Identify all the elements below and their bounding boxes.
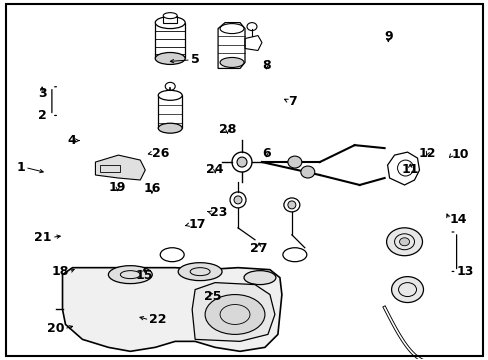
- Ellipse shape: [158, 123, 182, 133]
- Ellipse shape: [220, 58, 244, 67]
- Ellipse shape: [386, 228, 422, 256]
- Ellipse shape: [108, 266, 152, 284]
- Text: 4: 4: [67, 134, 76, 147]
- Text: 24: 24: [206, 163, 224, 176]
- Ellipse shape: [244, 271, 275, 285]
- Text: 9: 9: [383, 30, 392, 43]
- Text: 17: 17: [188, 218, 205, 231]
- Text: 2: 2: [38, 109, 46, 122]
- Ellipse shape: [220, 24, 244, 33]
- Text: 21: 21: [34, 231, 52, 244]
- Ellipse shape: [155, 17, 185, 28]
- Text: 19: 19: [109, 181, 126, 194]
- Ellipse shape: [234, 196, 242, 204]
- Ellipse shape: [287, 156, 301, 168]
- Text: 14: 14: [448, 213, 466, 226]
- Ellipse shape: [204, 294, 264, 334]
- Polygon shape: [62, 268, 281, 351]
- Ellipse shape: [158, 90, 182, 100]
- Ellipse shape: [391, 276, 423, 302]
- Text: 20: 20: [46, 322, 64, 335]
- Ellipse shape: [237, 157, 246, 167]
- Text: 26: 26: [152, 147, 169, 159]
- Text: 27: 27: [250, 242, 267, 255]
- Text: 5: 5: [190, 53, 199, 66]
- Polygon shape: [192, 283, 274, 341]
- Ellipse shape: [300, 166, 314, 178]
- Text: 25: 25: [203, 290, 221, 303]
- Text: 16: 16: [143, 183, 160, 195]
- Text: 15: 15: [136, 269, 153, 282]
- Text: 22: 22: [149, 313, 166, 327]
- Text: 1: 1: [16, 161, 25, 174]
- Text: 6: 6: [262, 147, 270, 159]
- Ellipse shape: [399, 238, 408, 246]
- Text: 13: 13: [456, 265, 473, 278]
- Text: 7: 7: [288, 95, 297, 108]
- Text: 12: 12: [418, 147, 435, 159]
- Text: 10: 10: [451, 148, 468, 161]
- Polygon shape: [95, 155, 145, 180]
- Ellipse shape: [163, 13, 177, 19]
- Ellipse shape: [178, 263, 222, 280]
- Text: 11: 11: [401, 163, 418, 176]
- Text: 23: 23: [210, 206, 227, 219]
- Ellipse shape: [287, 201, 295, 209]
- Text: 3: 3: [38, 87, 46, 100]
- Text: 8: 8: [262, 59, 270, 72]
- Text: 28: 28: [218, 123, 236, 136]
- Text: 18: 18: [51, 265, 69, 278]
- Ellipse shape: [155, 53, 185, 64]
